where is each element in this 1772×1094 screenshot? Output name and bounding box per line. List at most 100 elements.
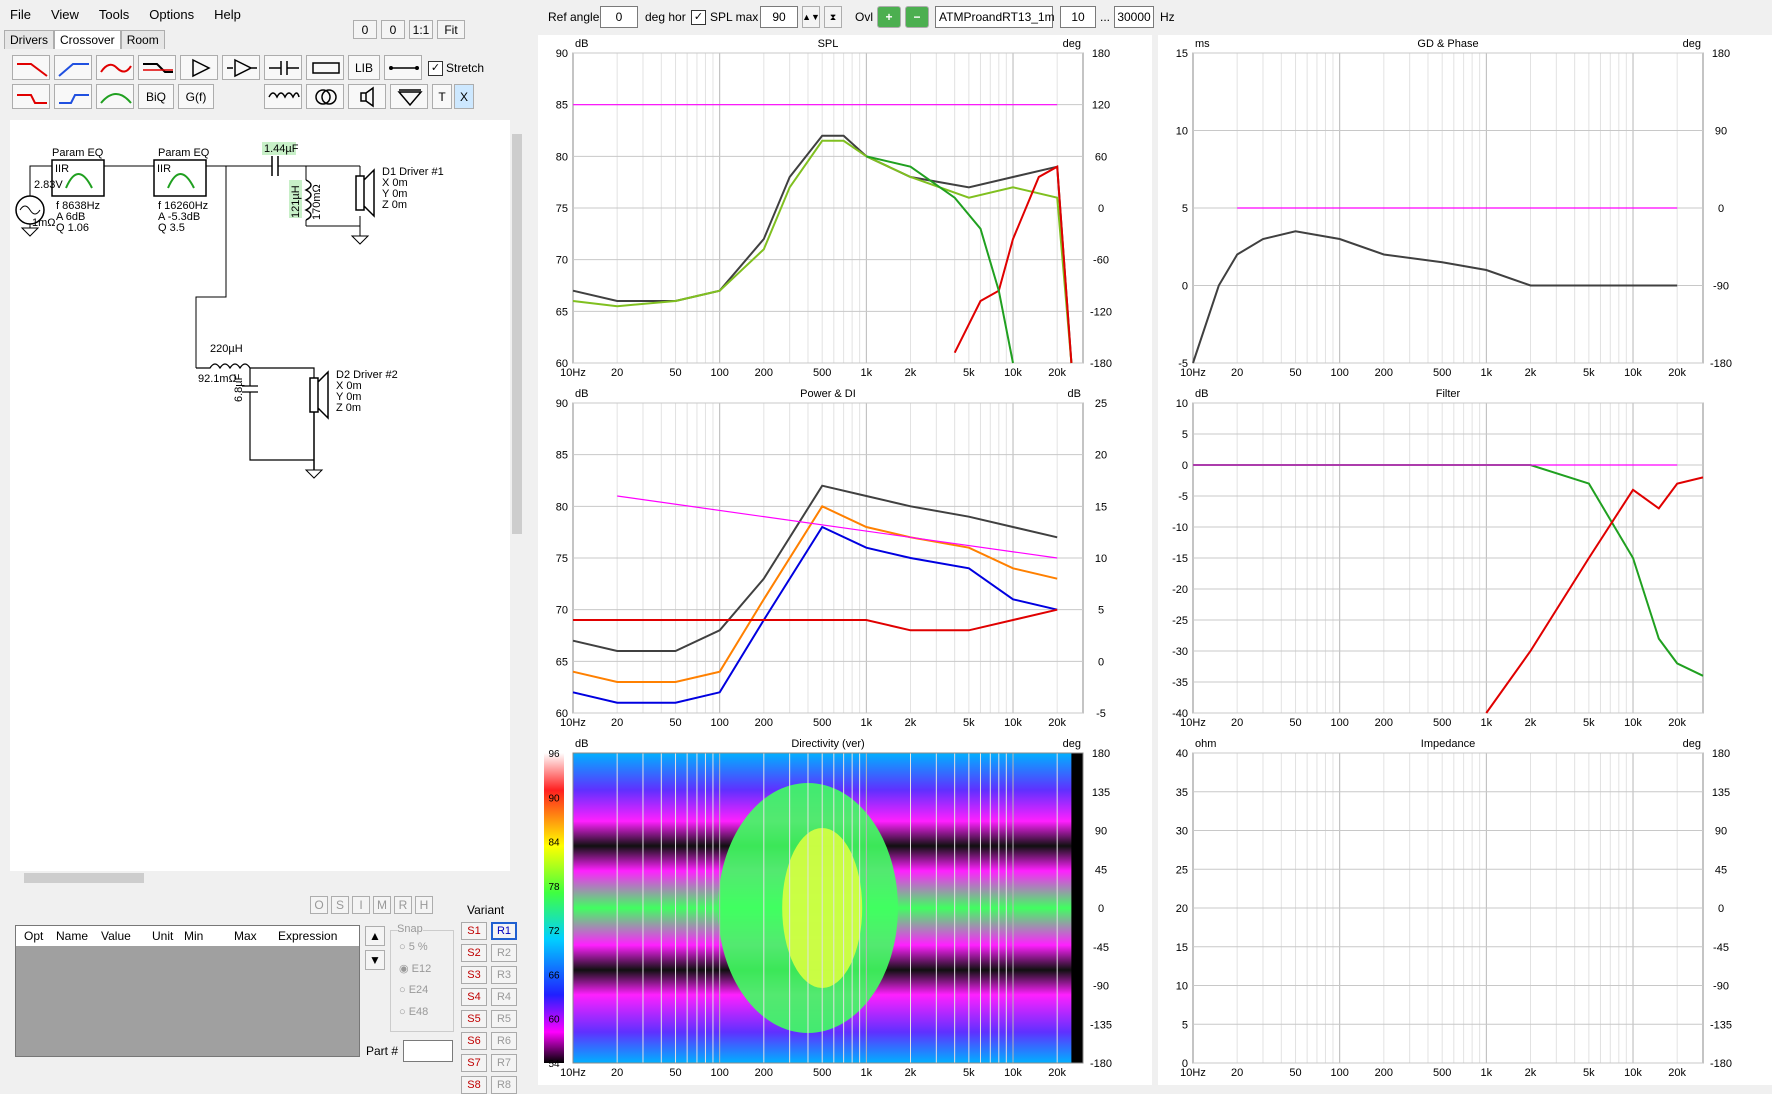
spl-max-input[interactable]: 90 [760,6,798,28]
power-di-chart[interactable]: 10Hz 20 50 100 200 500 1k 2k 5k 10k 20k 90 85 80 75 70 6… [538,385,1152,735]
zoom-y-button[interactable]: 0 [381,20,405,39]
opt-m-button[interactable]: M [373,896,391,914]
tab-crossover[interactable]: Crossover [54,30,121,49]
variant-r7[interactable]: R7 [491,1054,517,1072]
snap-option-5[interactable]: ○ 5 % [399,941,428,953]
impedance-chart[interactable]: 10Hz 20 50 100 200 500 1k 2k 5k 10k 20k 40 35 30 25 20 1… [1158,735,1772,1085]
amplifier-tool[interactable] [180,55,218,80]
y2-tick-label: -180 [1710,1058,1732,1070]
y-tick-label: 75 [556,203,568,215]
variant-r6[interactable]: R6 [491,1032,517,1050]
snap-option-e48[interactable]: ○ E48 [399,1006,429,1018]
directivity-chart[interactable]: 96 90 84 78 72 66 60 54 10Hz 20 50 100 200 500 1k 2k 5k 1… [538,735,1152,1085]
bandpass-green-tool[interactable] [96,84,134,109]
highpass2-tool[interactable] [54,84,92,109]
schematic-canvas[interactable]: Param EQ IIR f 8638Hz A 6dB Q 1.06 2.83V… [10,120,510,875]
zoom-fit-button[interactable]: Fit [437,20,465,39]
opt-i-button[interactable]: I [352,896,370,914]
biquad-button[interactable]: BiQ [138,84,174,109]
optimizer-table[interactable]: Opt Name Value Unit Min Max Expression [15,925,360,1057]
lowpass-red-tool[interactable] [12,55,50,80]
x-tick-label: 10Hz [1180,1067,1206,1079]
filter-chart[interactable]: 10Hz 20 50 100 200 500 1k 2k 5k 10k 20k 10 5 0 -5 -10 -1… [1158,385,1772,735]
bandpass-red-tool[interactable] [96,55,134,80]
hscroll-thumb[interactable] [24,873,144,883]
chart-title: SPL [818,38,839,50]
variant-r4[interactable]: R4 [491,988,517,1006]
zoom-1to1-button[interactable]: 1:1 [409,20,433,39]
resistor-tool[interactable] [306,55,344,80]
x-tick-label: 100 [710,1067,728,1079]
variant-r1[interactable]: R1 [491,922,517,940]
buffer-tool[interactable] [222,55,260,80]
snap-option-e12[interactable]: ◉ E12 [399,963,432,975]
inductor-tool[interactable] [264,84,302,109]
capacitor-tool[interactable] [264,55,302,80]
variant-s7[interactable]: S7 [461,1054,487,1072]
variant-r3[interactable]: R3 [491,966,517,984]
transfer-function-button[interactable]: G(f) [178,84,214,109]
snap-option-e24[interactable]: ○ E24 [399,984,429,996]
menu-view[interactable]: View [50,6,79,22]
y-tick-label: 80 [556,151,568,163]
tab-drivers[interactable]: Drivers [4,30,54,49]
scale-label: 72 [548,926,560,937]
variant-s1[interactable]: S1 [461,922,487,940]
driver-tool[interactable] [348,84,386,109]
spl-max-checkbox[interactable]: ✓ [691,10,706,25]
wire-tool[interactable] [384,55,422,80]
variant-s4[interactable]: S4 [461,988,487,1006]
move-down-button[interactable]: ▼ [365,950,385,970]
spl-max-spinner[interactable]: ▲▼ [802,6,820,28]
x-tick-label: 10k [1004,1067,1022,1079]
schematic-vertical-scrollbar[interactable] [510,120,524,870]
menu-options[interactable]: Options [149,6,195,22]
menu-help[interactable]: Help [214,6,241,22]
variant-s8[interactable]: S8 [461,1076,487,1094]
stretch-checkbox[interactable]: ✓ [428,61,443,76]
variant-r5[interactable]: R5 [491,1010,517,1028]
opt-s-button[interactable]: S [331,896,349,914]
fmax-input[interactable]: 30000 [1114,6,1154,28]
variant-s6[interactable]: S6 [461,1032,487,1050]
source-resistance: 1mΩ [32,217,56,229]
y-tick-label: 35 [1176,787,1188,799]
vscroll-thumb[interactable] [512,134,522,534]
variant-s3[interactable]: S3 [461,966,487,984]
project-name-input[interactable]: ATMProandRT13_1m [935,6,1055,28]
fmin-input[interactable]: 10 [1060,6,1096,28]
schematic-horizontal-scrollbar[interactable] [10,871,510,885]
move-up-button[interactable]: ▲ [365,926,385,946]
x-tick-label: 20k [1668,717,1686,729]
variant-s2[interactable]: S2 [461,944,487,962]
transformer-tool[interactable] [306,84,344,109]
text-tool[interactable]: T [432,84,452,109]
x-tick-label: 10Hz [1180,367,1206,379]
zoom-x-button[interactable]: 0 [353,20,377,39]
opt-r-button[interactable]: R [394,896,412,914]
opt-h-button[interactable]: H [415,896,433,914]
zoom-in-button[interactable]: + [877,6,901,28]
variant-r8[interactable]: R8 [491,1076,517,1094]
menu-tools[interactable]: Tools [98,6,130,22]
gd-phase-chart[interactable]: 10Hz 20 50 100 200 500 1k 2k 5k 10k 20k 15 10 5 0 -5 180… [1158,35,1772,385]
delete-tool[interactable]: X [454,84,474,109]
variant-r2[interactable]: R2 [491,944,517,962]
opt-o-button[interactable]: O [310,896,328,914]
x-tick-label: 5k [1583,717,1595,729]
highpass-blue-tool[interactable] [54,55,92,80]
x-tick-label: 500 [813,367,831,379]
library-button[interactable]: LIB [348,55,380,80]
menu-file[interactable]: File [10,6,31,22]
tab-room[interactable]: Room [120,30,165,49]
zoom-out-button[interactable]: − [905,6,929,28]
spl-chart[interactable]: 10Hz 20 50 100 200 500 1k 2k 5k 10k 20k 90 85 80 75 70 6… [538,35,1152,385]
d2-name: D2 Driver #2 [336,369,398,381]
variant-s5[interactable]: S5 [461,1010,487,1028]
lowpass2-tool[interactable] [12,84,50,109]
part-input[interactable] [403,1040,453,1062]
ref-angle-input[interactable]: 0 [600,6,638,28]
shelf-tool[interactable] [138,55,176,80]
spl-max-reset-button[interactable]: ⧗ [824,6,842,28]
ground-tool[interactable] [390,84,428,109]
